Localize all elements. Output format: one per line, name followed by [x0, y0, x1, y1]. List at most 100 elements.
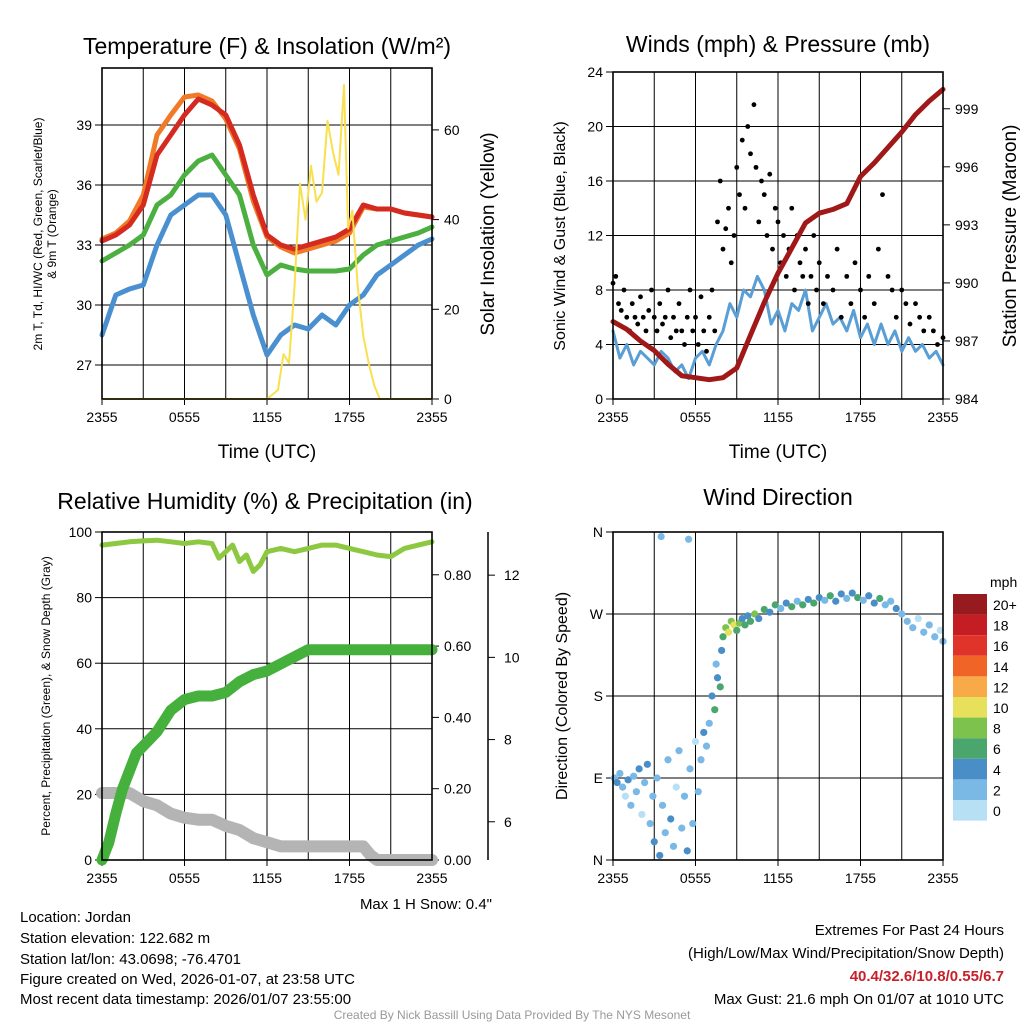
wind-direction-point — [632, 788, 640, 796]
wind-direction-point — [678, 824, 686, 832]
wind-direction-point — [865, 592, 873, 600]
gust-point — [673, 328, 679, 334]
wind-direction-point — [746, 617, 755, 625]
gust-point — [682, 342, 687, 347]
wind-direction-point — [826, 592, 834, 600]
legend-swatch — [953, 635, 987, 656]
gust-point — [723, 226, 729, 232]
legend-label: 2 — [993, 782, 1001, 798]
wind-direction-point — [876, 594, 884, 603]
gust-point — [651, 314, 657, 320]
y-tick-label: E — [594, 770, 603, 786]
snow-axis-tick-label: 6 — [504, 814, 512, 830]
wind-direction-point — [630, 772, 638, 780]
wind-direction-point — [755, 614, 763, 623]
y2-tick-label: 999 — [955, 101, 979, 117]
sonic-wind-line-blue — [611, 274, 945, 381]
wind-direction-point — [799, 601, 807, 609]
y-tick-label: 20 — [587, 119, 603, 135]
gust-point — [646, 308, 652, 313]
wind-direction-point — [643, 760, 651, 768]
wind-direction-point — [712, 660, 720, 668]
temperature-ylabel-2: & 9m T (Orange) — [45, 189, 59, 279]
wind-direction-point — [708, 692, 716, 700]
gust-point — [907, 321, 913, 327]
y2-tick-label: 996 — [955, 159, 979, 175]
x-tick-label: 1755 — [845, 409, 876, 425]
y-tick-label: 8 — [595, 282, 603, 298]
wind-direction-point — [760, 605, 768, 614]
y-tick-label: 39 — [76, 117, 92, 133]
y2-tick-label: 990 — [955, 275, 979, 291]
wind-direction-point — [909, 624, 917, 632]
wind-direction-point — [686, 765, 694, 773]
gust-point — [753, 164, 759, 170]
legend-swatch — [953, 676, 987, 697]
gust-point — [899, 287, 905, 293]
solar-insolation-line-yellow — [101, 84, 433, 400]
x-tick-label: 1155 — [252, 409, 282, 425]
wind-direction-point — [635, 765, 643, 773]
wind-direction-point — [619, 783, 627, 791]
y2-tick-label: 0.00 — [444, 852, 471, 868]
wind-direction-point — [661, 829, 669, 837]
y2-tick-label: 987 — [955, 333, 979, 349]
latlon-text: Station lat/lon: 43.0698; -76.4701 — [20, 951, 241, 968]
gust-point — [695, 342, 701, 347]
plot-frame — [612, 531, 944, 861]
temperature-y2label: Solar Insolation (Yellow) — [478, 132, 499, 335]
gust-point — [745, 124, 751, 129]
x-tick-label: 1755 — [845, 870, 876, 886]
wind-direction-point — [815, 594, 823, 602]
gust-point — [717, 178, 723, 184]
y2-tick-label: 0 — [444, 391, 452, 407]
gust-point — [838, 314, 844, 320]
y-tick-label: N — [593, 524, 603, 540]
x-tick-label: 1755 — [334, 409, 365, 425]
legend-swatch — [953, 717, 987, 739]
wind-direction-point — [613, 778, 621, 787]
gust-point — [871, 301, 877, 307]
wind-direction-point — [656, 851, 664, 860]
y-tick-label: 60 — [76, 655, 92, 671]
y-tick-label: 27 — [76, 357, 92, 373]
gust-point — [811, 233, 817, 238]
wind-direction-point — [843, 594, 851, 603]
wind-direction-point — [718, 646, 726, 655]
y2-tick-label: 993 — [955, 217, 979, 233]
humidity-panel: 2355 0555 1155 1755 2355 0 20 40 60 80 100 0.00 0.20… — [69, 524, 520, 886]
y2-tick-label: 984 — [955, 391, 979, 407]
gust-point — [748, 151, 753, 157]
gust-point — [706, 314, 712, 320]
wind-direction-point — [624, 776, 632, 784]
wind-direction-point — [685, 535, 693, 543]
gust-point — [858, 287, 863, 293]
gust-point — [772, 205, 778, 211]
gust-point — [805, 301, 811, 307]
y2-tick-label: 40 — [444, 212, 460, 228]
gust-point — [665, 287, 671, 293]
snow-axis-tick-label: 12 — [504, 567, 520, 583]
gust-point — [803, 246, 808, 252]
wind-direction-point — [925, 621, 933, 629]
gust-point — [657, 301, 663, 307]
wind-direction-point — [621, 792, 629, 800]
gust-point — [654, 328, 660, 334]
gust-point — [764, 233, 770, 238]
legend-label: 10 — [993, 700, 1009, 716]
wind-direction-point — [881, 601, 889, 609]
gust-point — [783, 273, 789, 279]
wind-direction-point — [694, 788, 702, 796]
gust-point — [816, 260, 822, 266]
wind-direction-point — [683, 847, 691, 855]
temperature-panel: 2355 0555 1155 1755 2355 27 30 33 36 39 0 20 40 60 — [76, 67, 460, 425]
y-tick-label: 36 — [76, 177, 92, 193]
gust-point — [761, 192, 767, 198]
gust-point — [830, 287, 836, 293]
legend-swatch — [953, 779, 987, 800]
gust-point — [930, 328, 936, 334]
x-tick-label: 0555 — [169, 409, 200, 425]
wind-direction-point — [689, 819, 697, 828]
gust-point — [621, 287, 627, 293]
